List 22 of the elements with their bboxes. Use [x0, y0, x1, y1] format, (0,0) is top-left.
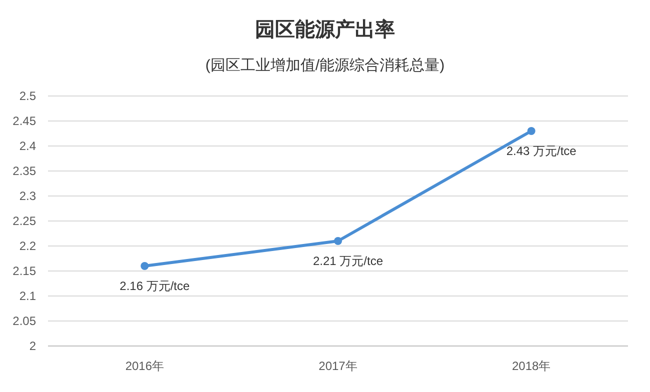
y-tick-label: 2.3	[19, 189, 36, 203]
y-tick-label: 2.1	[19, 289, 36, 303]
y-tick-label: 2	[29, 339, 36, 353]
x-tick-label: 2016年	[125, 359, 164, 373]
data-label: 2.16 万元/tce	[120, 279, 190, 293]
y-tick-label: 2.5	[19, 89, 36, 103]
point	[140, 262, 149, 270]
y-tick-label: 2.45	[12, 114, 36, 128]
point	[334, 237, 342, 245]
y-tick-label: 2.2	[19, 239, 36, 253]
y-tick-label: 2.05	[12, 314, 36, 328]
x-tick-label: 2018年	[512, 359, 551, 373]
chart-subtitle: (园区工业增加值/能源综合消耗总量)	[205, 57, 445, 74]
data-label: 2.21 万元/tce	[312, 254, 384, 268]
y-tick-label: 2.25	[12, 214, 36, 228]
data-label: 2.43 万元/tce	[506, 144, 577, 158]
y-tick-label: 2.4	[19, 139, 36, 153]
y-tick-label: 2.15	[12, 264, 36, 278]
point	[527, 127, 536, 135]
y-tick-label: 2.35	[12, 164, 36, 178]
x-tick-label: 2017年	[318, 359, 358, 373]
chart-title: 园区能源产出率	[255, 18, 395, 41]
